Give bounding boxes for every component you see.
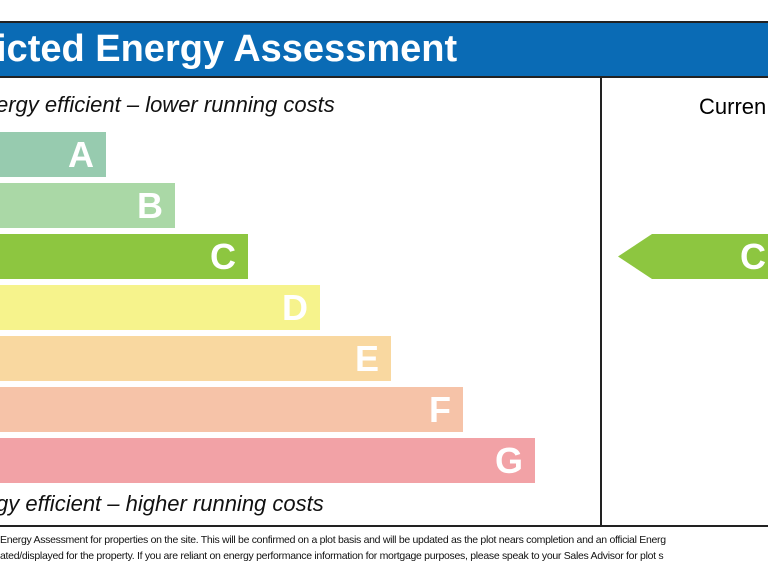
arrow-shape [618,234,768,279]
band-d: D [0,285,320,330]
current-column-header: Curren [699,94,767,119]
disclaimer: Energy Assessment for properties on the … [0,532,768,564]
current-rating-arrow: C [618,234,768,279]
header-banner: icted Energy Assessment [0,23,768,78]
disclaimer-line-2: ated/displayed for the property. If you … [0,550,664,562]
band-g: G [0,438,535,483]
band-b: B [0,183,175,228]
page-title: icted Energy Assessment [0,28,458,70]
band-f: F [0,387,463,432]
band-a: A [0,132,106,177]
efficient-label: ergy efficient – lower running costs [0,92,335,117]
band-c: C [0,234,248,279]
inefficient-label: gy efficient – higher running costs [0,491,324,516]
column-divider [600,78,602,527]
bottom-border [0,525,768,527]
top-border [0,21,768,23]
band-e: E [0,336,391,381]
disclaimer-line-1: Energy Assessment for properties on the … [0,534,666,546]
current-rating-letter: C [740,236,766,277]
